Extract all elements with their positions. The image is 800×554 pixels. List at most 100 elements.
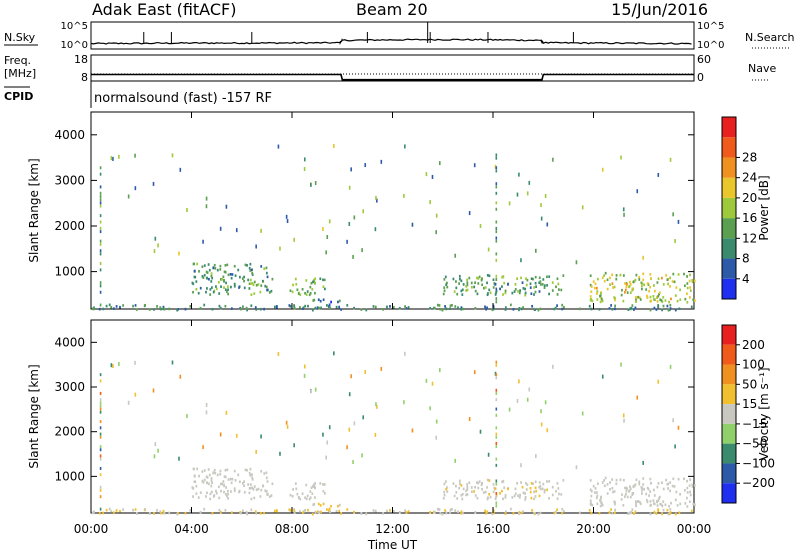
velocity-panel-region-3-cell (501, 489, 503, 493)
velocity-panel-region-5-cell (614, 511, 616, 515)
velocity-panel-cell (435, 419, 438, 424)
velocity-panel-region-2-cell (330, 504, 333, 508)
velocity-panel-region-0-cell (223, 483, 225, 487)
power-panel-region-4-cell (660, 299, 663, 302)
power-panel-region-0-cell (210, 286, 213, 289)
power-panel-region-3-cell (529, 282, 532, 286)
power-panel-cell (528, 180, 531, 185)
velocity-panel-ytick-label: 3000 (54, 380, 85, 394)
velocity-panel-region-5-cell (311, 512, 314, 516)
power-panel-cell (179, 167, 182, 172)
velocity-panel-region-3-cell (513, 494, 516, 498)
power-panel-region-4-cell (652, 295, 655, 298)
power-panel-cell (669, 157, 672, 162)
velocity-panel-region-5-cell (484, 509, 486, 513)
power-panel-region-0-cell (217, 280, 220, 284)
velocity-panel-region-4-cell (649, 504, 652, 507)
power-panel-region-3-cell (530, 292, 533, 296)
noise-left-label: N.Sky (4, 31, 36, 44)
velocity-panel-region-5-cell (259, 511, 262, 515)
velocity-panel-region-5-cell (318, 510, 320, 514)
power-panel-region-5-cell (520, 307, 523, 311)
power-panel-region-0-cell (233, 284, 236, 288)
velocity-panel-region-4-cell (692, 502, 695, 506)
power-panel-region-5-cell (159, 306, 162, 309)
power-panel-cell (328, 219, 331, 224)
velocity-panel-region-4-cell (629, 495, 632, 499)
velocity-panel-region-3-cell (486, 478, 489, 482)
power-panel-region-1-cell (319, 277, 322, 281)
velocity-panel-streak-cell (495, 426, 498, 430)
velocity-panel-region-4-cell (646, 500, 649, 504)
power-panel-ylabel: Slant Range [km] (27, 158, 41, 262)
power-panel-streak-cell (495, 287, 498, 291)
power-panel-region-0-cell (226, 263, 229, 267)
power-panel-region-5-cell (438, 304, 441, 307)
power-panel-cell (601, 167, 604, 172)
power-panel-region-4-cell (652, 284, 655, 287)
velocity-panel-region-5-cell (316, 510, 319, 514)
velocity-panel-region-0-cell (266, 480, 269, 483)
power-panel-region-0-cell (248, 266, 251, 270)
power-panel-region-3-cell (522, 287, 525, 290)
power-panel-region-5-cell (598, 307, 601, 311)
power-panel-region-4-cell (649, 285, 652, 289)
power-panel-region-5-cell (504, 306, 507, 309)
velocity-panel-streak-cell (99, 391, 102, 395)
velocity-panel-region-1-cell (314, 482, 316, 485)
power-panel-region-3-cell (524, 287, 526, 291)
power-panel-cell (376, 198, 378, 203)
power-panel-region-5-cell (255, 308, 258, 311)
power-panel-streak-cell (495, 226, 498, 230)
velocity-panel-region-5-cell (438, 508, 441, 511)
velocity-panel-region-3-cell (543, 490, 546, 494)
velocity-panel-region-3-cell (524, 492, 526, 495)
power-panel-region-5-cell (115, 305, 118, 308)
power-panel-region-5-cell (92, 307, 95, 311)
power-panel-streak-cell (99, 290, 102, 294)
power-panel-region-5-cell (160, 307, 162, 311)
power-panel-region-0-cell (259, 290, 262, 294)
power-panel-region-3-cell (461, 293, 464, 296)
velocity-panel-region-4-cell (590, 494, 593, 498)
velocity-panel-region-4-cell (613, 490, 616, 493)
power-panel-region-5-cell (326, 304, 328, 307)
velocity-panel-region-3-cell (524, 495, 527, 499)
velocity-panel-region-3-cell (443, 493, 446, 497)
power-panel-region-1-cell (304, 291, 307, 295)
velocity-panel-region-0-cell (207, 468, 210, 471)
power-panel-region-0-cell (203, 264, 206, 267)
velocity-panel-streak-cell (99, 495, 102, 499)
power-panel-region-4-cell (668, 300, 670, 304)
velocity-panel-region-0-cell (209, 492, 212, 496)
power-panel-region-0-cell (238, 275, 241, 279)
velocity-panel-cell (361, 453, 363, 458)
power-panel-region-4-cell (589, 297, 592, 301)
velocity-panel-region-3-cell (466, 488, 469, 491)
velocity-panel-region-4-cell (626, 495, 629, 499)
power-panel-region-0-cell (227, 288, 229, 292)
velocity-panel-cell (376, 404, 378, 409)
power-panel-cell (620, 155, 622, 160)
velocity-panel-region-5-cell (553, 511, 556, 515)
velocity-panel-region-5-cell (634, 510, 637, 514)
velocity-panel-region-4-cell (658, 495, 661, 499)
power-panel-region-0-cell (193, 275, 196, 279)
power-panel-region-1-cell (323, 287, 326, 291)
power-panel-cell (225, 204, 228, 209)
power-panel-region-4-cell (674, 294, 677, 297)
velocity-panel-region-3-cell (484, 490, 487, 494)
power-panel-region-0-cell (261, 279, 264, 283)
power-panel-region-3-cell (462, 283, 465, 286)
power-panel-region-5-cell (346, 304, 349, 307)
power-panel-cell (518, 172, 520, 177)
power-panel-region-5-cell (288, 304, 291, 307)
power-panel-region-5-cell (556, 304, 558, 307)
power-panel-region-5-cell (662, 304, 665, 308)
power-panel-streak-cell (495, 166, 498, 170)
velocity-panel-cell (411, 428, 414, 433)
power-panel-region-3-cell (534, 281, 537, 285)
power-panel-region-5-cell (649, 308, 652, 312)
power-panel-region-4-cell (662, 283, 665, 286)
velocity-panel-region-4-cell (640, 489, 643, 492)
